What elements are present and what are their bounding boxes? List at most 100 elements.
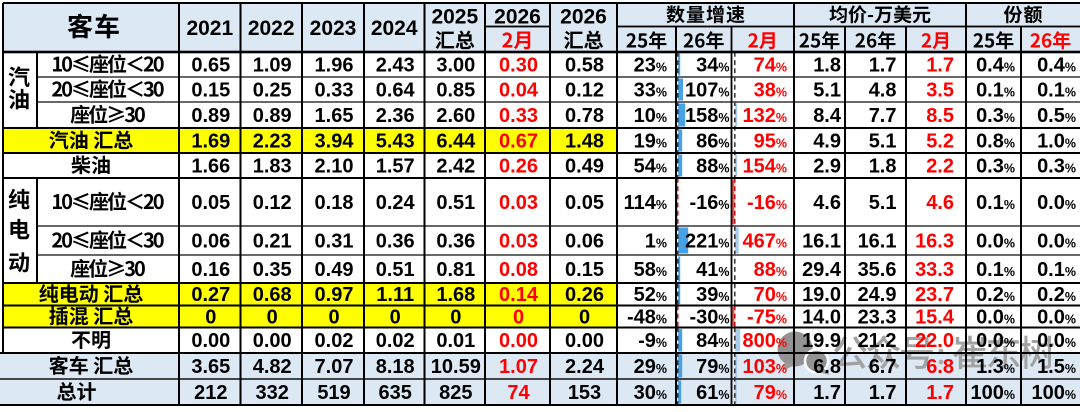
svg-text:14.0: 14.0	[802, 307, 841, 329]
svg-text:0: 0	[513, 307, 524, 329]
svg-text:0: 0	[390, 307, 401, 329]
svg-text:0.36: 0.36	[376, 231, 415, 253]
svg-text:467%: 467%	[743, 231, 788, 253]
svg-text:0.00: 0.00	[499, 330, 538, 352]
svg-text:0.89: 0.89	[253, 105, 292, 127]
svg-text:0.1%: 0.1%	[976, 80, 1015, 102]
svg-text:4.6: 4.6	[813, 192, 841, 214]
svg-text:100%: 100%	[971, 382, 1016, 404]
svg-text:-16%: -16%	[747, 192, 787, 214]
svg-text:0.06: 0.06	[191, 231, 230, 253]
svg-text:0.1%: 0.1%	[1037, 259, 1076, 281]
svg-text:1.66: 1.66	[191, 156, 230, 178]
svg-text:58%: 58%	[634, 259, 667, 281]
svg-text:1.69: 1.69	[191, 131, 230, 153]
svg-text:0.16: 0.16	[191, 259, 230, 281]
svg-text:212: 212	[194, 382, 227, 404]
svg-text:5.1: 5.1	[869, 131, 897, 153]
svg-text:0.4%: 0.4%	[1037, 55, 1076, 77]
svg-text:221%: 221%	[685, 231, 730, 253]
svg-text:23.7: 23.7	[915, 284, 954, 306]
svg-text:0.5%: 0.5%	[1037, 105, 1076, 127]
svg-text:0.78: 0.78	[565, 105, 604, 127]
svg-text:3.00: 3.00	[436, 55, 475, 77]
svg-text:79%: 79%	[754, 382, 787, 404]
svg-text:0.03: 0.03	[499, 192, 538, 214]
svg-text:0.36: 0.36	[436, 231, 475, 253]
svg-text:3.65: 3.65	[191, 356, 230, 378]
svg-text:1.7: 1.7	[926, 55, 954, 77]
svg-text:0.0%: 0.0%	[1037, 307, 1076, 329]
svg-text:0.14: 0.14	[499, 284, 539, 306]
svg-text:6.7: 6.7	[869, 356, 897, 378]
svg-text:0.58: 0.58	[565, 55, 604, 77]
svg-text:19.0: 19.0	[802, 284, 841, 306]
svg-text:2025: 2025	[431, 6, 478, 29]
svg-text:5.43: 5.43	[376, 131, 415, 153]
svg-text:33.3: 33.3	[915, 259, 954, 281]
svg-text:0.31: 0.31	[315, 231, 354, 253]
svg-text:1.07: 1.07	[499, 356, 538, 378]
svg-text:103%: 103%	[743, 356, 788, 378]
svg-text:1.7: 1.7	[926, 382, 954, 404]
svg-text:1.65: 1.65	[315, 105, 354, 127]
svg-text:1.57: 1.57	[376, 156, 415, 178]
svg-text:0.12: 0.12	[565, 80, 604, 102]
svg-text:0.65: 0.65	[191, 55, 230, 77]
svg-text:0.89: 0.89	[191, 105, 230, 127]
svg-text:2024: 2024	[371, 17, 418, 40]
svg-text:0.0%: 0.0%	[1037, 330, 1076, 352]
svg-text:4.82: 4.82	[253, 356, 292, 378]
svg-text:800%: 800%	[743, 330, 788, 352]
svg-text:41%: 41%	[696, 259, 729, 281]
svg-text:0.3%: 0.3%	[976, 105, 1015, 127]
svg-text:0.05: 0.05	[191, 192, 230, 214]
svg-text:0.26: 0.26	[565, 284, 604, 306]
svg-text:0.15: 0.15	[565, 259, 604, 281]
svg-text:0.1%: 0.1%	[976, 259, 1015, 281]
svg-text:0.03: 0.03	[499, 231, 538, 253]
svg-text:2.2: 2.2	[926, 156, 954, 178]
svg-text:0.0%: 0.0%	[1037, 192, 1076, 214]
svg-text:0.3%: 0.3%	[1037, 156, 1076, 178]
svg-text:1%: 1%	[645, 231, 667, 253]
svg-text:0.18: 0.18	[315, 192, 354, 214]
svg-text:0.4%: 0.4%	[976, 55, 1015, 77]
svg-text:0.35: 0.35	[253, 259, 292, 281]
svg-text:0.04: 0.04	[499, 80, 539, 102]
svg-text:5.2: 5.2	[926, 131, 954, 153]
svg-text:0.97: 0.97	[315, 284, 354, 306]
svg-text:7.7: 7.7	[869, 105, 897, 127]
svg-text:-48%: -48%	[627, 307, 667, 329]
svg-text:2.23: 2.23	[253, 131, 292, 153]
svg-text:84%: 84%	[696, 330, 729, 352]
svg-text:21.2: 21.2	[858, 330, 897, 352]
svg-text:1.09: 1.09	[253, 55, 292, 77]
svg-text:4.8: 4.8	[869, 80, 897, 102]
svg-text:1.5%: 1.5%	[1037, 356, 1076, 378]
svg-text:5.1: 5.1	[813, 80, 841, 102]
svg-text:1.7: 1.7	[869, 55, 897, 77]
svg-text:0.30: 0.30	[499, 55, 538, 77]
svg-text:6.8: 6.8	[926, 356, 954, 378]
svg-text:0.0%: 0.0%	[1037, 231, 1076, 253]
svg-text:15.4: 15.4	[915, 307, 955, 329]
svg-text:132%: 132%	[743, 105, 788, 127]
svg-text:0.00: 0.00	[565, 330, 604, 352]
svg-text:1.83: 1.83	[253, 156, 292, 178]
svg-text:19.9: 19.9	[802, 330, 841, 352]
svg-text:153: 153	[568, 382, 601, 404]
svg-text:16.3: 16.3	[915, 231, 954, 253]
svg-text:16.1: 16.1	[802, 231, 841, 253]
svg-text:1.68: 1.68	[436, 284, 475, 306]
svg-text:2.60: 2.60	[436, 105, 475, 127]
svg-text:158%: 158%	[685, 105, 730, 127]
svg-text:0.33: 0.33	[499, 105, 538, 127]
svg-text:0.12: 0.12	[253, 192, 292, 214]
svg-text:107%: 107%	[685, 80, 730, 102]
svg-text:2.36: 2.36	[376, 105, 415, 127]
svg-text:19%: 19%	[634, 131, 667, 153]
svg-text:7.07: 7.07	[315, 356, 354, 378]
svg-text:0.81: 0.81	[436, 259, 475, 281]
svg-text:30%: 30%	[634, 382, 667, 404]
